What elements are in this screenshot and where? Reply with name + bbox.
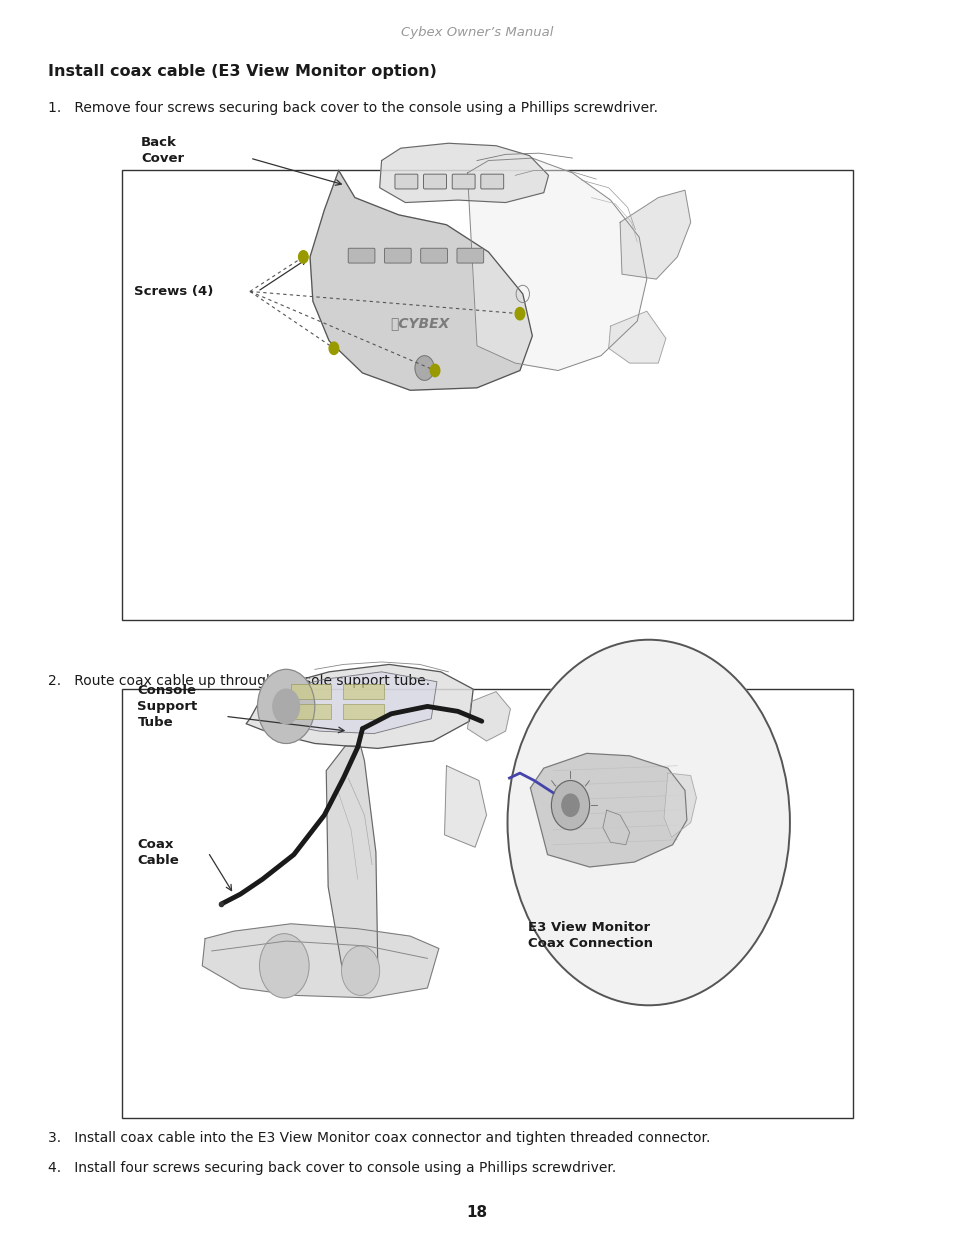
Bar [291, 684, 331, 699]
Text: Cybex Owner’s Manual: Cybex Owner’s Manual [400, 26, 553, 38]
Bar [122, 689, 852, 1118]
FancyBboxPatch shape [384, 248, 411, 263]
Circle shape [298, 251, 308, 263]
Text: Screws (4): Screws (4) [133, 285, 213, 298]
Bar [122, 170, 852, 620]
Polygon shape [608, 311, 665, 363]
Bar [343, 704, 383, 719]
Polygon shape [246, 664, 473, 748]
Text: 2.   Route coax cable up through console support tube.: 2. Route coax cable up through console s… [48, 674, 430, 688]
Polygon shape [310, 170, 532, 390]
Polygon shape [467, 692, 510, 741]
Circle shape [561, 794, 578, 816]
Text: 3.   Install coax cable into the E3 View Monitor coax connector and tighten thre: 3. Install coax cable into the E3 View M… [48, 1131, 709, 1145]
Text: Console
Support
Tube: Console Support Tube [137, 684, 197, 729]
Text: Install coax cable (E3 View Monitor option): Install coax cable (E3 View Monitor opti… [48, 64, 436, 79]
Polygon shape [326, 746, 377, 981]
FancyBboxPatch shape [348, 248, 375, 263]
Bar [291, 704, 331, 719]
Text: Coax
Cable: Coax Cable [137, 837, 179, 867]
Circle shape [507, 640, 789, 1005]
Circle shape [430, 364, 439, 377]
Circle shape [257, 669, 314, 743]
Circle shape [329, 342, 338, 354]
Polygon shape [530, 753, 686, 867]
FancyBboxPatch shape [420, 248, 447, 263]
FancyBboxPatch shape [395, 174, 417, 189]
Polygon shape [202, 924, 438, 998]
Circle shape [259, 934, 309, 998]
Polygon shape [379, 143, 548, 203]
Circle shape [515, 308, 524, 320]
Text: 18: 18 [466, 1205, 487, 1220]
Text: Back
Cover: Back Cover [141, 136, 184, 165]
FancyBboxPatch shape [452, 174, 475, 189]
Text: 4.   Install four screws securing back cover to console using a Phillips screwdr: 4. Install four screws securing back cov… [48, 1161, 616, 1174]
Polygon shape [602, 810, 629, 845]
Polygon shape [444, 766, 486, 847]
Text: ⓈCYBEX: ⓈCYBEX [390, 316, 449, 331]
Circle shape [341, 946, 379, 995]
Bar [343, 684, 383, 699]
Circle shape [415, 356, 434, 380]
FancyBboxPatch shape [480, 174, 503, 189]
Circle shape [551, 781, 589, 830]
Polygon shape [261, 672, 436, 734]
Polygon shape [663, 773, 696, 837]
Text: 1.   Remove four screws securing back cover to the console using a Phillips scre: 1. Remove four screws securing back cove… [48, 101, 657, 115]
Polygon shape [619, 190, 690, 279]
FancyBboxPatch shape [423, 174, 446, 189]
Polygon shape [467, 158, 646, 370]
Text: E3 View Monitor
Coax Connection: E3 View Monitor Coax Connection [527, 921, 652, 950]
Circle shape [273, 689, 299, 724]
FancyBboxPatch shape [456, 248, 483, 263]
